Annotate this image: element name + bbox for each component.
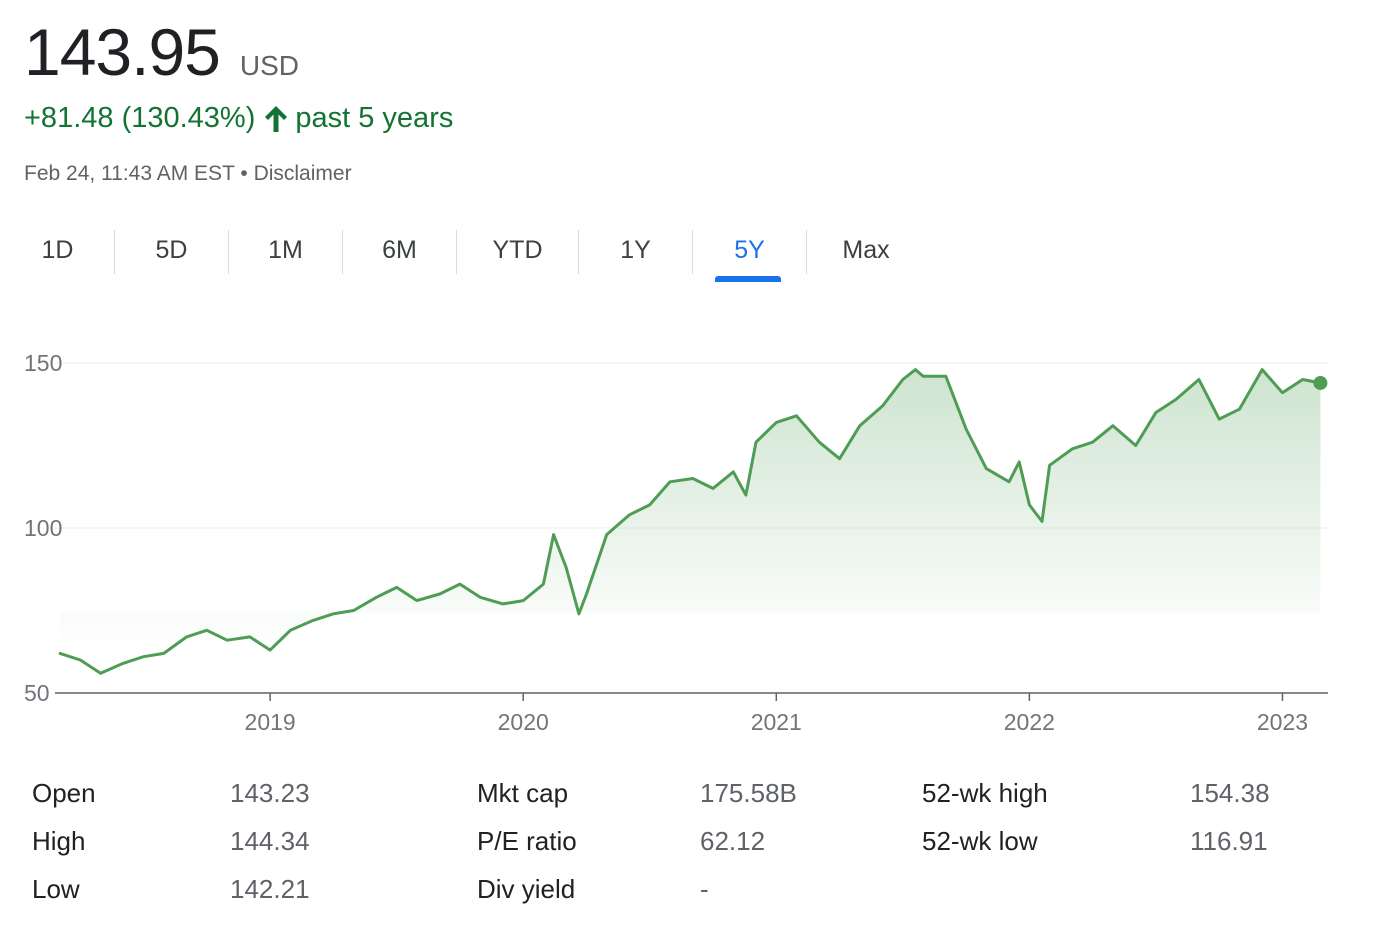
y-tick-label: 100 xyxy=(24,515,62,541)
stat-value-high: 144.34 xyxy=(230,826,310,856)
stat-label-div-yield: Div yield xyxy=(477,874,576,904)
tab-divider xyxy=(806,230,807,274)
x-tick-label: 2022 xyxy=(1004,709,1055,735)
y-tick-label: 150 xyxy=(24,350,62,376)
stat-value-52wk-high: 154.38 xyxy=(1190,778,1270,808)
x-tick-label: 2020 xyxy=(498,709,549,735)
tab-divider xyxy=(692,230,693,274)
price-change: +81.48 (130.43%) past 5 years xyxy=(24,102,453,135)
tab-label: 1D xyxy=(41,236,74,264)
price-chart[interactable]: 50 100 150 2019 2020 2021 2022 2023 xyxy=(0,330,1382,750)
tab-label: 5D xyxy=(155,236,188,264)
stat-value-div-yield: - xyxy=(700,874,709,904)
tab-label: 1M xyxy=(268,236,303,264)
tab-divider xyxy=(578,230,579,274)
tab-6m[interactable]: 6M xyxy=(343,222,456,282)
current-price-point xyxy=(1313,375,1328,390)
tab-5y[interactable]: 5Y xyxy=(693,222,806,282)
x-tick-label: 2019 xyxy=(245,709,296,735)
stat-label-high: High xyxy=(32,826,86,856)
quote-timestamp-row: Feb 24, 11:43 AM EST • Disclaimer xyxy=(24,162,352,186)
stat-label-52wk-low: 52-wk low xyxy=(922,826,1038,856)
stat-label-low: Low xyxy=(32,874,80,904)
tab-label: 6M xyxy=(382,236,417,264)
current-price: 143.95 xyxy=(24,15,221,89)
change-value: +81.48 (130.43%) xyxy=(24,102,256,134)
tab-label: 5Y xyxy=(734,236,765,264)
stat-value-low: 142.21 xyxy=(230,874,310,904)
price-header: 143.95 USD xyxy=(24,14,299,90)
stat-label-pe-ratio: P/E ratio xyxy=(477,826,577,856)
change-period: past 5 years xyxy=(295,102,454,134)
tab-ytd[interactable]: YTD xyxy=(457,222,578,282)
stat-label-mkt-cap: Mkt cap xyxy=(477,778,569,808)
x-tick-label: 2021 xyxy=(751,709,802,735)
tab-1y[interactable]: 1Y xyxy=(579,222,692,282)
stat-label-open: Open xyxy=(32,778,96,808)
stat-value-mkt-cap: 175.58B xyxy=(700,778,797,808)
tab-1m[interactable]: 1M xyxy=(229,222,342,282)
stat-value-pe-ratio: 62.12 xyxy=(700,826,766,856)
arrow-up-icon xyxy=(265,105,288,132)
tab-divider xyxy=(114,230,115,274)
tab-divider xyxy=(456,230,457,274)
tab-divider xyxy=(342,230,343,274)
y-tick-label: 50 xyxy=(24,680,50,706)
stat-value-open: 143.23 xyxy=(230,778,310,808)
area-fill xyxy=(60,369,1321,674)
stat-value-52wk-low: 116.91 xyxy=(1190,826,1268,856)
time-range-tabs: 1D 5D 1M 6M YTD 1Y 5Y Max xyxy=(0,222,960,282)
separator-dot: • xyxy=(240,162,248,185)
price-line xyxy=(58,368,1322,675)
tab-divider xyxy=(228,230,229,274)
quote-timestamp: Feb 24, 11:43 AM EST xyxy=(24,162,235,185)
currency-label: USD xyxy=(239,50,299,81)
x-tick-label: 2023 xyxy=(1257,709,1308,735)
tab-label: 1Y xyxy=(620,236,651,264)
tab-max[interactable]: Max xyxy=(807,222,925,282)
tab-label: YTD xyxy=(492,236,543,264)
tab-1d[interactable]: 1D xyxy=(0,222,115,282)
stat-label-52wk-high: 52-wk high xyxy=(922,778,1048,808)
tab-label: Max xyxy=(842,236,890,264)
active-tab-indicator xyxy=(715,276,781,282)
disclaimer-link[interactable]: Disclaimer xyxy=(253,162,352,185)
tab-5d[interactable]: 5D xyxy=(115,222,228,282)
